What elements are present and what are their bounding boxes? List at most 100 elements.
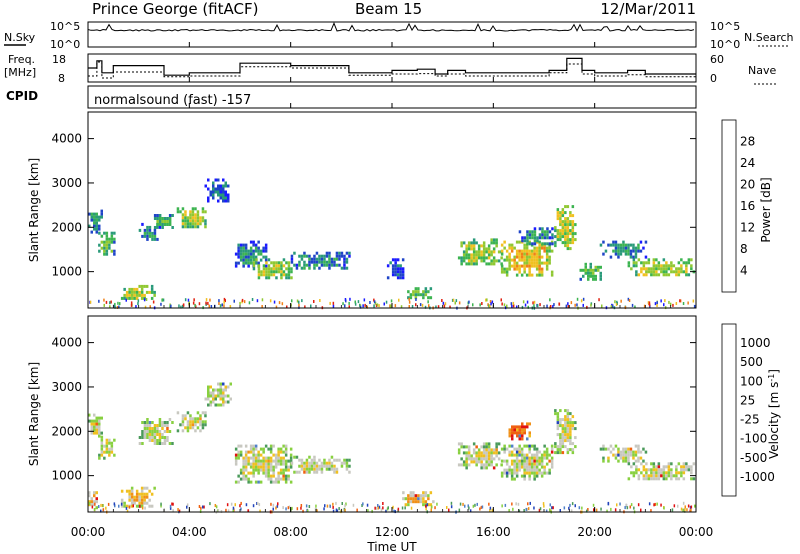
velocity-echo-cell	[333, 458, 336, 462]
power-echo-cell	[166, 217, 169, 220]
power-echo-cell	[207, 187, 210, 191]
velocity-echo-cell	[523, 459, 526, 463]
velocity-echo-cell	[550, 465, 554, 469]
velocity-scatter-cell	[377, 504, 379, 507]
power-echo-cell	[212, 181, 215, 185]
velocity-scatter-cell	[252, 504, 255, 508]
velocity-echo-cell	[244, 474, 248, 478]
velocity-echo-cell	[242, 474, 245, 478]
power-echo-cell	[680, 270, 683, 274]
noise-tick-high-left: 10^5	[50, 20, 80, 33]
velocity-echo-cell	[289, 480, 293, 484]
velocity-echo-cell	[556, 424, 560, 428]
power-echo-cell	[475, 262, 478, 266]
power-echo-cell	[191, 210, 195, 214]
power-echo-cell	[158, 223, 162, 226]
velocity-echo-cell	[432, 500, 435, 504]
velocity-echo-cell	[151, 439, 154, 442]
velocity-scatter-cell	[436, 502, 438, 506]
velocity-echo-cell	[409, 491, 413, 495]
velocity-scatter-cell	[587, 508, 589, 511]
power-echo-cell	[561, 223, 565, 227]
velocity-echo-cell	[290, 461, 294, 465]
power-echo-cell	[275, 261, 278, 265]
power-echo-cell	[123, 287, 126, 291]
velocity-echo-cell	[548, 453, 551, 457]
power-echo-cell	[545, 267, 549, 271]
power-scatter-cell	[580, 299, 583, 303]
velocity-colorbar-tick: 100	[740, 374, 763, 388]
velocity-echo-cell	[685, 468, 688, 472]
power-echo-cell	[492, 241, 496, 245]
power-scatter-cell	[357, 300, 360, 304]
power-echo-cell	[419, 293, 423, 297]
velocity-echo-cell	[135, 495, 139, 499]
power-echo-cell	[540, 267, 544, 271]
power-scatter-cell	[558, 302, 560, 306]
power-echo-cell	[582, 268, 585, 272]
power-echo-cell	[140, 284, 144, 288]
velocity-echo-cell	[523, 425, 526, 429]
velocity-echo-cell	[204, 414, 207, 418]
power-echo-cell	[277, 261, 281, 265]
power-echo-cell	[105, 246, 109, 250]
power-echo-cell	[151, 237, 154, 241]
velocity-echo-cell	[267, 471, 270, 475]
velocity-echo-cell	[98, 431, 101, 435]
power-echo-cell	[566, 238, 570, 242]
velocity-scatter-cell	[633, 506, 635, 510]
velocity-echo-cell	[153, 442, 157, 445]
power-echo-cell	[100, 246, 104, 250]
power-echo-cell	[614, 240, 618, 244]
power-echo-cell	[308, 260, 311, 264]
velocity-echo-cell	[523, 428, 526, 432]
velocity-scatter-cell	[198, 505, 201, 508]
power-echo-cell	[394, 267, 397, 271]
power-echo-cell	[564, 226, 567, 230]
power-echo-cell	[140, 296, 144, 300]
power-echo-cell	[303, 251, 306, 255]
velocity-echo-cell	[482, 442, 486, 446]
power-echo-cell	[556, 235, 560, 239]
velocity-echo-cell	[404, 503, 408, 507]
velocity-echo-cell	[212, 400, 215, 404]
power-echo-cell	[657, 273, 661, 277]
power-echo-cell	[133, 293, 136, 297]
power-echo-cell	[564, 244, 567, 248]
power-echo-cell	[518, 252, 521, 256]
velocity-echo-cell	[655, 468, 658, 472]
velocity-scatter-cell	[450, 501, 453, 505]
power-echo-cell	[569, 241, 572, 245]
velocity-echo-cell	[320, 464, 324, 468]
power-echo-cell	[140, 287, 144, 291]
velocity-echo-cell	[93, 422, 96, 426]
velocity-echo-cell	[284, 459, 288, 463]
velocity-echo-cell	[627, 456, 630, 460]
velocity-echo-cell	[523, 477, 526, 481]
power-echo-cell	[467, 256, 471, 260]
velocity-echo-cell	[141, 430, 144, 433]
velocity-scatter-cell	[113, 502, 116, 506]
velocity-echo-cell	[475, 460, 478, 464]
power-echo-cell	[556, 232, 560, 236]
power-echo-cell	[462, 241, 466, 245]
velocity-echo-cell	[677, 477, 681, 481]
velocity-echo-cell	[427, 497, 430, 501]
velocity-scatter-cell	[203, 505, 205, 509]
velocity-scatter-cell	[614, 508, 617, 512]
velocity-echo-cell	[181, 420, 185, 424]
velocity-echo-cell	[264, 465, 268, 469]
velocity-echo-cell	[475, 445, 478, 449]
power-scatter-cell	[354, 300, 356, 304]
power-echo-cell	[564, 232, 567, 236]
power-echo-cell	[528, 267, 531, 271]
power-echo-cell	[533, 264, 536, 268]
power-echo-cell	[531, 233, 534, 237]
velocity-scatter-cell	[178, 509, 181, 513]
velocity-echo-cell	[650, 474, 653, 478]
velocity-echo-cell	[665, 474, 668, 478]
velocity-echo-cell	[564, 439, 567, 443]
velocity-echo-cell	[477, 457, 481, 461]
power-echo-cell	[645, 273, 648, 277]
power-echo-cell	[637, 273, 641, 277]
